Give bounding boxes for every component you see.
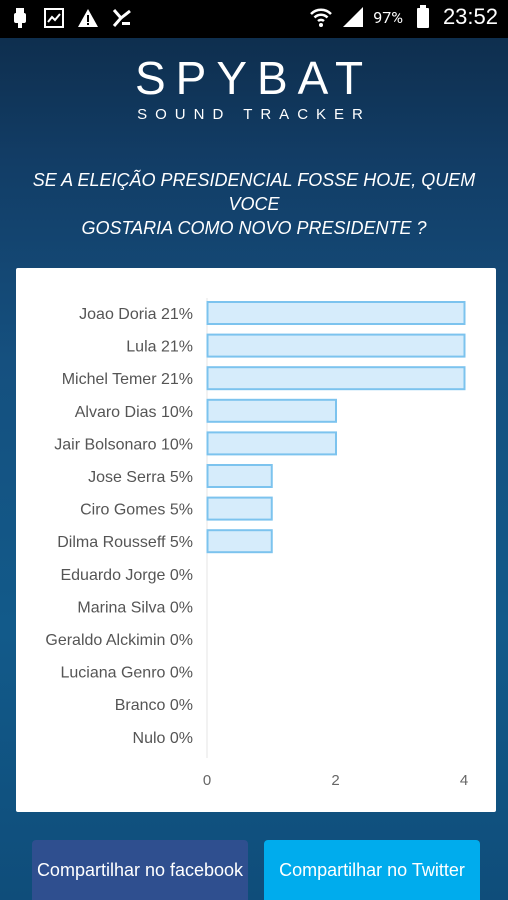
app-logo: SPYBAT SOUND TRACKER [0,54,508,123]
brand-title: SPYBAT [134,52,374,104]
category-label: Luciana Genro 0% [60,665,193,682]
category-label: Joao Doria 21% [79,306,193,323]
bar [206,496,273,521]
category-label: Alvaro Dias 10% [75,404,193,421]
x-tick-label: 4 [460,772,468,789]
bar [206,301,466,325]
x-tick-label: 0 [203,772,211,789]
image-notification-icon [42,6,66,30]
results-chart-card: Joao Doria 21% Lula 21% Michel Temer 21% Al… [16,268,496,812]
warning-icon [76,6,100,30]
bar [206,366,466,391]
category-label: Dilma Rousseff 5% [57,534,193,551]
poll-question: SE A ELEIÇÃO PRESIDENCIAL FOSSE HOJE, QU… [10,168,498,240]
bar [206,529,273,554]
battery-icon [411,5,435,29]
category-label: Eduardo Jorge 0% [60,567,193,584]
status-bar: 97% 23:52 [0,0,508,38]
category-label: Ciro Gomes 5% [80,502,193,519]
system-status: 97% 23:52 [309,4,498,30]
poll-question-line-2: GOSTARIA COMO NOVO PRESIDENTE ? [81,218,427,238]
battery-percent: 97% [373,7,403,27]
bar [206,398,337,423]
category-label: Lula 21% [126,339,193,356]
share-twitter-button[interactable]: Compartilhar no Twitter [264,840,480,900]
category-label: Marina Silva 0% [77,599,193,616]
x-tick-label: 2 [331,772,339,789]
share-facebook-button[interactable]: Compartilhar no facebook [32,840,248,900]
category-label: Jose Serra 5% [88,469,193,486]
category-label: Michel Temer 21% [62,371,193,388]
usb-icon [8,6,32,30]
clock: 23:52 [442,4,498,29]
app-notification-icon [110,6,134,30]
bar [206,431,337,456]
brand-subtitle: SOUND TRACKER [137,106,371,123]
category-label: Branco 0% [115,697,193,714]
category-label: Geraldo Alckimin 0% [45,632,193,649]
bar [206,333,466,358]
category-label: Nulo 0% [133,730,193,747]
signal-icon [341,5,365,29]
wifi-icon [309,5,333,29]
notification-icons [8,6,134,30]
bar [206,464,273,488]
poll-question-line-1: SE A ELEIÇÃO PRESIDENCIAL FOSSE HOJE, QU… [32,170,476,214]
category-label: Jair Bolsonaro 10% [54,436,193,453]
results-bar-chart: Joao Doria 21% Lula 21% Michel Temer 21% Al… [45,298,468,789]
